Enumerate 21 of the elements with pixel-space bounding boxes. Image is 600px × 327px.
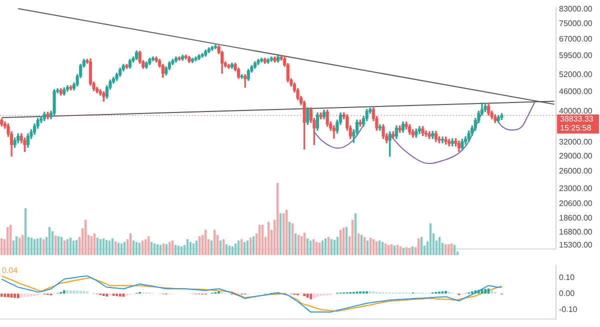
y-tick-label: 59500.00 bbox=[559, 51, 593, 60]
y-tick-label: 75000.00 bbox=[559, 18, 593, 28]
y-tick-label: 0.10 bbox=[559, 272, 576, 282]
y-tick-label: 46000.00 bbox=[559, 87, 593, 96]
y-tick-label: -0.10 bbox=[559, 304, 578, 314]
y-tick-label: 83000.00 bbox=[559, 4, 593, 14]
y-tick-label: 52000.00 bbox=[559, 70, 593, 79]
y-tick-label: 29000.00 bbox=[559, 151, 593, 160]
y-tick-label: 20600.00 bbox=[559, 199, 593, 208]
text: 15:25:58 bbox=[560, 124, 592, 133]
y-tick-label: 26000.00 bbox=[559, 166, 593, 176]
y-tick-label: 15300.00 bbox=[559, 240, 593, 250]
y-tick-label: 16800.00 bbox=[559, 228, 593, 237]
y-tick-label: 67000.00 bbox=[559, 34, 593, 44]
ref-line-label: 38833.33 bbox=[560, 114, 594, 124]
y-tick-label: 23000.00 bbox=[559, 184, 593, 193]
y-tick-label: 0.00 bbox=[559, 288, 576, 298]
y-tick-label: 32000.00 bbox=[559, 138, 593, 147]
annotation: 0.04 bbox=[2, 266, 18, 276]
y-tick-label: 18600.00 bbox=[559, 213, 593, 222]
y-tick-label: 40000.00 bbox=[559, 106, 593, 116]
